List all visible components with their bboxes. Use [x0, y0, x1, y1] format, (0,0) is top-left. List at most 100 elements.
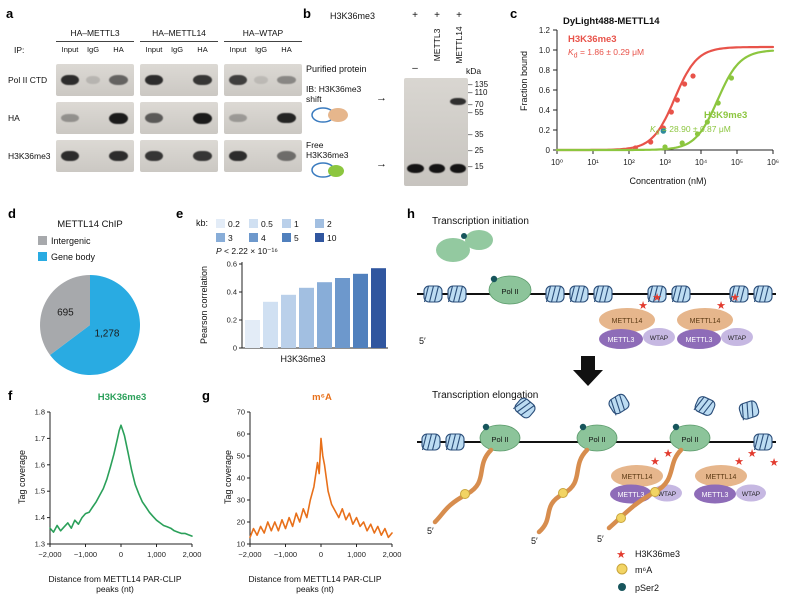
- kda-marker: 70: [468, 100, 484, 109]
- plus-sign: +: [412, 10, 418, 21]
- data-point: [690, 73, 696, 79]
- h3k36me3-star-icon: ★: [638, 300, 648, 312]
- wtap-label: WTAP: [658, 491, 676, 498]
- kb-swatch-icon: [216, 219, 225, 228]
- wtap-label: WTAP: [728, 335, 746, 342]
- data-point: [728, 75, 735, 81]
- tick-label: −2,000: [238, 550, 261, 559]
- nucleosome-icon: [445, 433, 465, 451]
- kd-number: = 1.86 ± 0.29 μM: [577, 47, 645, 57]
- free-arrow-icon: →: [376, 158, 387, 170]
- data-point: [648, 139, 654, 145]
- mettl14-label: METTL14: [612, 318, 643, 325]
- nucleosome-icon: [569, 285, 589, 303]
- tick-label: 10⁵: [731, 158, 743, 167]
- nucleosome-icon: [421, 433, 441, 451]
- kb-legend-label: 5: [294, 233, 299, 243]
- group-header-wtap: HA–WTAP: [224, 28, 302, 42]
- blot-image: [224, 102, 302, 134]
- chart-f-title: H3K36me3: [97, 392, 147, 403]
- series-h3k9me3-label: H3K9me3: [704, 110, 748, 121]
- panel-label-c: c: [510, 6, 518, 21]
- pser2-dot-icon: [618, 583, 626, 591]
- bar: [371, 268, 386, 348]
- pser2-dot-icon: [482, 423, 490, 431]
- elongation-title: Transcription elongation: [432, 390, 538, 401]
- protein-band: [229, 150, 247, 162]
- protein-band: [229, 113, 247, 123]
- m6a-dot-icon: [558, 488, 568, 498]
- mettl-complex: METTL14 METTL3 WTAP ★ ★: [677, 292, 753, 349]
- h3k36me3-oval-icon: [328, 165, 344, 177]
- pie-legend-intergenic: Intergenic: [38, 236, 91, 246]
- bar: [245, 320, 260, 348]
- panel-label-e: e: [176, 206, 184, 221]
- lane-label: Input: [61, 45, 79, 54]
- blot-image: [56, 140, 134, 172]
- h3k36me3-star-icon: ★: [747, 448, 757, 460]
- kb-legend-label: 1: [294, 219, 299, 229]
- mettl3-label: METTL3: [686, 337, 713, 344]
- mettl3-label: METTL3: [618, 492, 645, 499]
- shift-blot-image: [404, 78, 468, 186]
- nucleosome-icon: [671, 285, 691, 303]
- tick-label: 1.0: [539, 46, 551, 55]
- ip-label: IP:: [14, 45, 25, 55]
- chart-e-xlabel: H3K36me3: [280, 354, 326, 364]
- protein-band: [254, 76, 268, 84]
- kb-swatch-icon: [315, 219, 324, 228]
- genebody-swatch-icon: [38, 252, 47, 261]
- tick-label: 0.6: [539, 86, 551, 95]
- tick-label: 0.8: [539, 66, 551, 75]
- kd-number: = 28.90 ± 0.87 μM: [659, 124, 731, 134]
- nucleosome-icon: [447, 285, 467, 303]
- kda-marker: 55: [468, 108, 484, 117]
- data-point: [715, 100, 721, 106]
- nascent-rna: [432, 447, 494, 525]
- tick-label: 1.4: [35, 513, 45, 522]
- data-point: [681, 81, 688, 87]
- blot-image: [56, 64, 134, 96]
- tick-label: 0.4: [539, 106, 551, 115]
- five-prime-label: 5′: [531, 536, 538, 546]
- free-label-line1: Free: [306, 140, 324, 150]
- blot-row-label: Pol II CTD: [8, 75, 48, 85]
- displaced-nucleosome-icon: [737, 399, 761, 421]
- tick-label: 10: [237, 540, 245, 549]
- tick-label: 0.6: [227, 260, 237, 269]
- kda-marker: 135: [468, 80, 488, 89]
- data-point: [704, 119, 710, 125]
- free-polII-blob: [436, 230, 493, 262]
- outlier-point: [660, 128, 667, 134]
- kb-legend-label: 10: [327, 233, 337, 243]
- polII-initiation: Pol II: [488, 275, 532, 305]
- tick-label: 20: [237, 518, 245, 527]
- tick-label: 0: [119, 550, 123, 559]
- kb-swatch-icon: [216, 233, 225, 242]
- tick-label: 1,000: [147, 550, 166, 559]
- panel-label-g: g: [202, 388, 210, 403]
- tick-label: 50: [237, 452, 245, 461]
- wtap-label: WTAP: [742, 491, 760, 498]
- tick-label: 1,000: [347, 550, 366, 559]
- chart-c-title: DyLight488-METTL14: [563, 16, 660, 27]
- protein-band: [145, 150, 163, 162]
- lane-label: HA: [113, 45, 124, 54]
- tick-label: 2,000: [183, 550, 202, 559]
- tick-label: 10¹: [587, 158, 599, 167]
- polII-label: Pol II: [491, 435, 508, 444]
- series-h3k36me3-label: H3K36me3: [568, 34, 617, 45]
- ib-shift-label-line2: shift: [306, 94, 322, 104]
- kb-legend-item: 2: [315, 216, 348, 230]
- protein-band: [145, 113, 163, 123]
- kb-swatch-icon: [282, 233, 291, 242]
- tick-label: −2,000: [38, 550, 61, 559]
- tick-label: 60: [237, 430, 245, 439]
- m6a-dot-icon: [460, 489, 470, 499]
- kb-swatch-icon: [315, 233, 324, 242]
- m6a-dot-icon: [650, 487, 660, 497]
- shift-band: [450, 98, 466, 105]
- pvalue-label: P < 2.22 × 10⁻¹⁶: [216, 246, 278, 257]
- bar: [299, 287, 314, 348]
- pie-value-label: 695: [57, 308, 74, 319]
